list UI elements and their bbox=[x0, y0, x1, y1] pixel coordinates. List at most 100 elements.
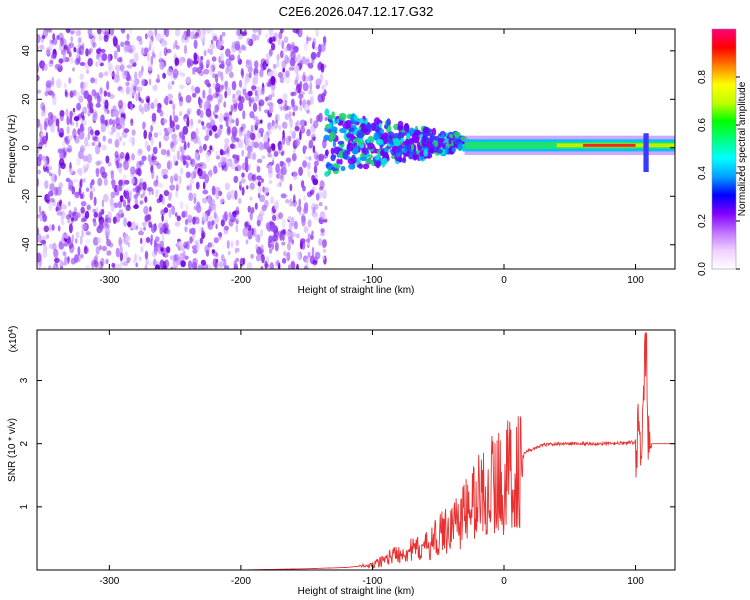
spectrogram-cell bbox=[169, 191, 173, 198]
spectrogram-cell bbox=[74, 58, 81, 66]
spectrogram-cell bbox=[166, 161, 171, 170]
spectrogram-cell bbox=[159, 50, 162, 61]
spectrogram-cell bbox=[386, 118, 391, 127]
spectrogram-cell bbox=[76, 157, 81, 166]
spectrogram-cell bbox=[214, 104, 219, 113]
spectrogram-cell bbox=[213, 35, 218, 41]
spectrogram-cell bbox=[280, 193, 287, 199]
spectrogram-cell bbox=[60, 37, 64, 47]
spectrogram-cell bbox=[103, 222, 108, 230]
spectrogram-cell bbox=[81, 229, 85, 238]
spectrogram-cell bbox=[214, 114, 218, 119]
spectrogram-cell bbox=[317, 63, 321, 71]
spectrogram-cell bbox=[161, 41, 166, 47]
spectrogram-cell bbox=[367, 143, 375, 150]
spectrogram-cell bbox=[227, 126, 231, 134]
spectrogram-cell bbox=[230, 240, 234, 248]
spectrogram-cell bbox=[276, 53, 280, 61]
spectrogram-cell bbox=[140, 246, 144, 253]
spectrogram-cell bbox=[60, 265, 64, 269]
spectrogram-cell bbox=[49, 183, 55, 192]
spectrogram-cell bbox=[207, 242, 213, 248]
spectrogram-band-peak bbox=[582, 143, 636, 147]
spectrogram-cell bbox=[135, 185, 140, 193]
spectrogram-cell bbox=[68, 168, 73, 175]
spectrogram-cell bbox=[131, 221, 136, 231]
spectrogram-cell bbox=[323, 134, 330, 141]
spectrogram-cell bbox=[59, 110, 65, 117]
spectrogram-cell bbox=[322, 215, 328, 220]
spectrogram-cell bbox=[175, 124, 180, 130]
spectrogram-cell bbox=[130, 166, 136, 175]
spectrogram-cell bbox=[250, 98, 256, 104]
spectrogram-cell bbox=[258, 247, 265, 254]
spectrogram-cell bbox=[65, 108, 69, 117]
spectrogram-cell bbox=[125, 152, 130, 161]
spectrogram-cell bbox=[67, 135, 73, 141]
spectrogram-cell bbox=[61, 139, 66, 148]
spectrogram-cell bbox=[144, 196, 148, 203]
spectrogram-cell bbox=[194, 86, 201, 94]
spectrogram-cell bbox=[192, 258, 198, 265]
spectrogram-spike bbox=[643, 133, 649, 173]
spectrogram-cell bbox=[183, 241, 188, 249]
spectrogram-cell bbox=[63, 241, 68, 247]
spectrogram-cell bbox=[74, 212, 81, 219]
spectrogram-cell bbox=[77, 43, 82, 49]
spectrogram-cell bbox=[309, 81, 313, 91]
spectrogram-cell bbox=[307, 170, 311, 178]
spectrogram-cell bbox=[128, 190, 132, 199]
spectrogram-cell bbox=[232, 130, 237, 141]
spectrogram-cell bbox=[84, 80, 89, 89]
spectrogram-cell bbox=[254, 122, 258, 131]
spectrogram-cell bbox=[104, 71, 109, 77]
spectrogram-cell bbox=[239, 257, 245, 267]
spectrogram-cell bbox=[252, 173, 257, 181]
spectrogram-cell bbox=[155, 175, 159, 183]
spectrogram-cell bbox=[110, 204, 115, 212]
spectrogram-cell bbox=[380, 149, 385, 156]
spectrogram-cell bbox=[356, 130, 365, 139]
spectrogram-cell bbox=[174, 212, 178, 217]
spectrogram-cell bbox=[311, 230, 314, 236]
spectrogram-cell bbox=[305, 58, 310, 66]
spectrogram-cell bbox=[123, 174, 127, 180]
spectrogram-cell bbox=[163, 29, 167, 36]
spectrogram-cell bbox=[275, 163, 280, 174]
spectrogram-cell bbox=[161, 214, 164, 222]
spectrogram-cell bbox=[163, 47, 168, 57]
spectrogram-cell bbox=[125, 86, 130, 95]
spectrogram-cell bbox=[260, 228, 263, 238]
spectrogram-cell bbox=[205, 151, 211, 159]
spectrogram-cell bbox=[169, 120, 175, 129]
spectrogram-cell bbox=[290, 216, 295, 227]
spectrogram-cell bbox=[307, 62, 314, 69]
spectrogram-cell bbox=[215, 82, 221, 93]
spectrogram-cell bbox=[231, 97, 238, 104]
spectrogram-cell bbox=[284, 74, 291, 84]
spectrogram-cell bbox=[145, 237, 151, 243]
spectrogram-cell bbox=[310, 75, 314, 81]
spectrogram-cell bbox=[60, 49, 66, 56]
spectrogram-cell bbox=[322, 138, 327, 149]
spectrogram-cell bbox=[242, 227, 249, 237]
spectrogram-cell bbox=[312, 260, 318, 265]
spectrogram-cell bbox=[74, 254, 79, 263]
spectrogram-cell bbox=[373, 132, 380, 141]
spectrogram-cell bbox=[297, 251, 301, 261]
spectrogram-cell bbox=[202, 34, 206, 44]
spectrogram-cell bbox=[274, 200, 279, 211]
spectrogram-cell bbox=[201, 125, 207, 130]
spectrogram-cell bbox=[90, 77, 95, 84]
spectrogram-cell bbox=[313, 120, 319, 129]
spectrogram-cell bbox=[193, 39, 198, 49]
spectrogram-cell bbox=[65, 29, 71, 34]
spectrogram-cell bbox=[306, 35, 309, 45]
spectrogram-cell bbox=[169, 141, 174, 149]
spectrogram-cell bbox=[272, 234, 279, 242]
spectrogram-cell bbox=[320, 63, 325, 73]
spectrogram-cell bbox=[136, 186, 141, 193]
spectrogram-cell bbox=[417, 145, 423, 151]
spectrogram-cell bbox=[72, 128, 77, 139]
spectrogram-cell bbox=[311, 246, 315, 257]
